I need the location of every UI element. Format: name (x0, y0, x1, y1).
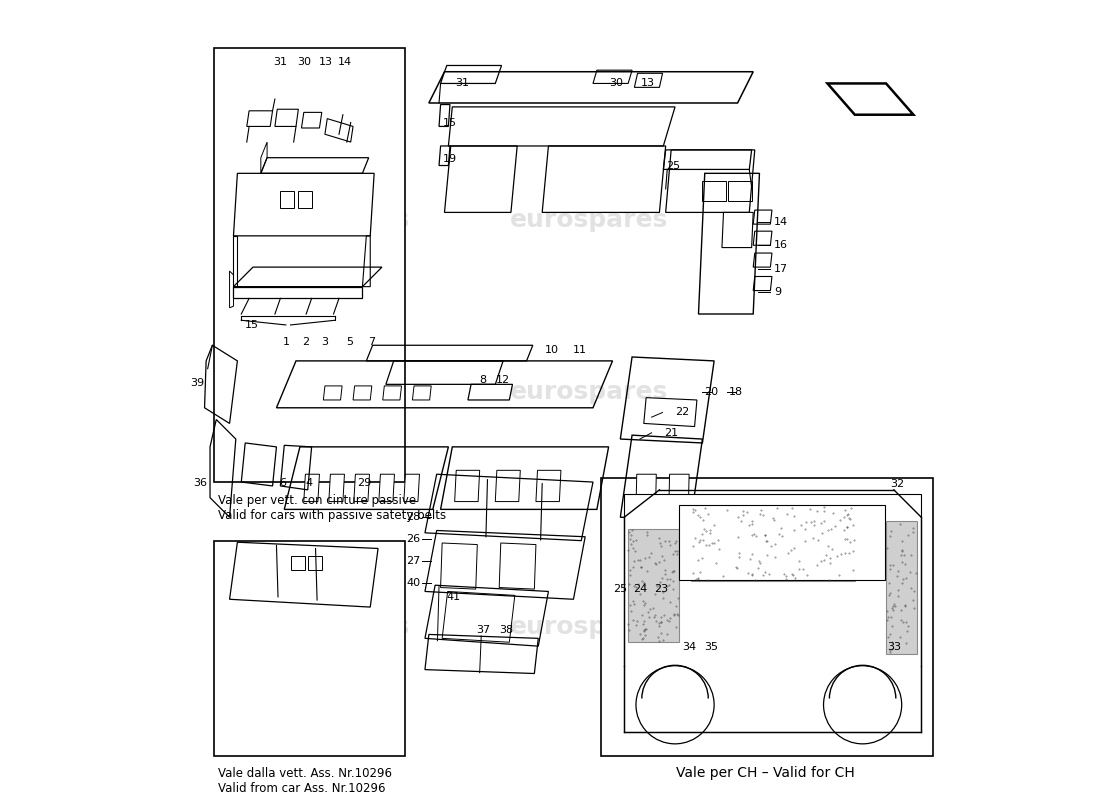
Text: 13: 13 (640, 78, 654, 89)
Polygon shape (536, 470, 561, 502)
Polygon shape (412, 386, 431, 400)
Text: 7: 7 (368, 337, 375, 347)
Text: eurospares: eurospares (252, 614, 410, 638)
Polygon shape (636, 474, 657, 510)
Text: 15: 15 (443, 118, 456, 128)
Bar (298, 191, 312, 209)
Bar (601, 478, 933, 755)
Text: 4: 4 (306, 478, 312, 488)
Polygon shape (827, 83, 913, 114)
Text: 26: 26 (406, 534, 420, 544)
Text: 25: 25 (614, 584, 627, 594)
Polygon shape (304, 474, 319, 502)
Text: 33: 33 (887, 642, 901, 652)
Text: Vale per CH – Valid for CH: Vale per CH – Valid for CH (675, 766, 855, 780)
Text: 1: 1 (283, 337, 289, 347)
Text: eurospares: eurospares (510, 380, 668, 404)
Text: 24: 24 (634, 584, 648, 594)
Text: 30: 30 (297, 58, 311, 67)
Polygon shape (441, 543, 477, 589)
Text: 31: 31 (455, 78, 470, 89)
Text: 35: 35 (704, 642, 718, 652)
Text: 34: 34 (682, 642, 696, 652)
Polygon shape (329, 474, 344, 502)
Text: eurospares: eurospares (252, 208, 410, 232)
Bar (308, 556, 322, 570)
Polygon shape (383, 386, 402, 400)
Text: 17: 17 (774, 264, 789, 274)
Text: 31: 31 (274, 58, 287, 67)
Text: 14: 14 (338, 58, 352, 67)
Text: 21: 21 (664, 428, 679, 438)
Text: 13: 13 (319, 58, 332, 67)
Text: 3: 3 (321, 337, 329, 347)
Text: 2: 2 (302, 337, 310, 347)
Text: 10: 10 (544, 345, 559, 355)
Text: 39: 39 (190, 378, 205, 388)
Text: 11: 11 (573, 345, 586, 355)
Text: eurospares: eurospares (510, 208, 668, 232)
Polygon shape (624, 494, 921, 732)
Bar (280, 191, 295, 209)
Text: 30: 30 (609, 78, 624, 89)
Text: 9: 9 (774, 287, 781, 297)
Text: 27: 27 (406, 556, 420, 566)
Text: 8: 8 (480, 374, 486, 385)
Bar (628, 529, 679, 642)
Polygon shape (679, 506, 884, 580)
Text: 28: 28 (406, 512, 420, 522)
Bar (728, 181, 751, 201)
Text: 38: 38 (499, 625, 514, 634)
Text: 41: 41 (446, 592, 460, 602)
Polygon shape (454, 470, 480, 502)
Polygon shape (323, 386, 342, 400)
Text: 32: 32 (890, 479, 904, 490)
Text: 29: 29 (356, 478, 371, 488)
Text: 40: 40 (406, 578, 420, 588)
Polygon shape (378, 474, 395, 502)
Text: 20: 20 (704, 387, 718, 397)
Text: 18: 18 (729, 387, 744, 397)
Polygon shape (499, 543, 536, 589)
Text: 15: 15 (244, 320, 258, 330)
Text: 36: 36 (194, 478, 208, 488)
Polygon shape (353, 386, 372, 400)
Text: 14: 14 (774, 217, 789, 226)
Text: 12: 12 (496, 374, 510, 385)
Text: eurospares: eurospares (510, 614, 668, 638)
Bar (887, 521, 917, 654)
Text: Vale dalla vett. Ass. Nr.10296
Valid from car Ass. Nr.10296: Vale dalla vett. Ass. Nr.10296 Valid fro… (218, 767, 392, 795)
Text: 25: 25 (666, 161, 680, 170)
Polygon shape (722, 213, 754, 247)
Text: 6: 6 (279, 478, 286, 488)
Polygon shape (495, 470, 520, 502)
Polygon shape (669, 474, 689, 510)
Text: 23: 23 (653, 584, 668, 594)
Text: 16: 16 (774, 240, 789, 250)
Text: 19: 19 (443, 154, 458, 164)
Bar (703, 181, 726, 201)
Polygon shape (354, 474, 370, 502)
Polygon shape (644, 398, 697, 426)
Text: 22: 22 (675, 407, 690, 418)
Text: Vale per vett. con cinture passive
Valid for cars with passive satety belts: Vale per vett. con cinture passive Valid… (218, 494, 446, 522)
Bar (213, 541, 406, 755)
Polygon shape (404, 474, 419, 502)
Bar (691, 507, 855, 582)
Text: 5: 5 (346, 337, 353, 347)
Text: 37: 37 (475, 625, 490, 634)
Bar (213, 48, 406, 482)
Bar (290, 556, 305, 570)
